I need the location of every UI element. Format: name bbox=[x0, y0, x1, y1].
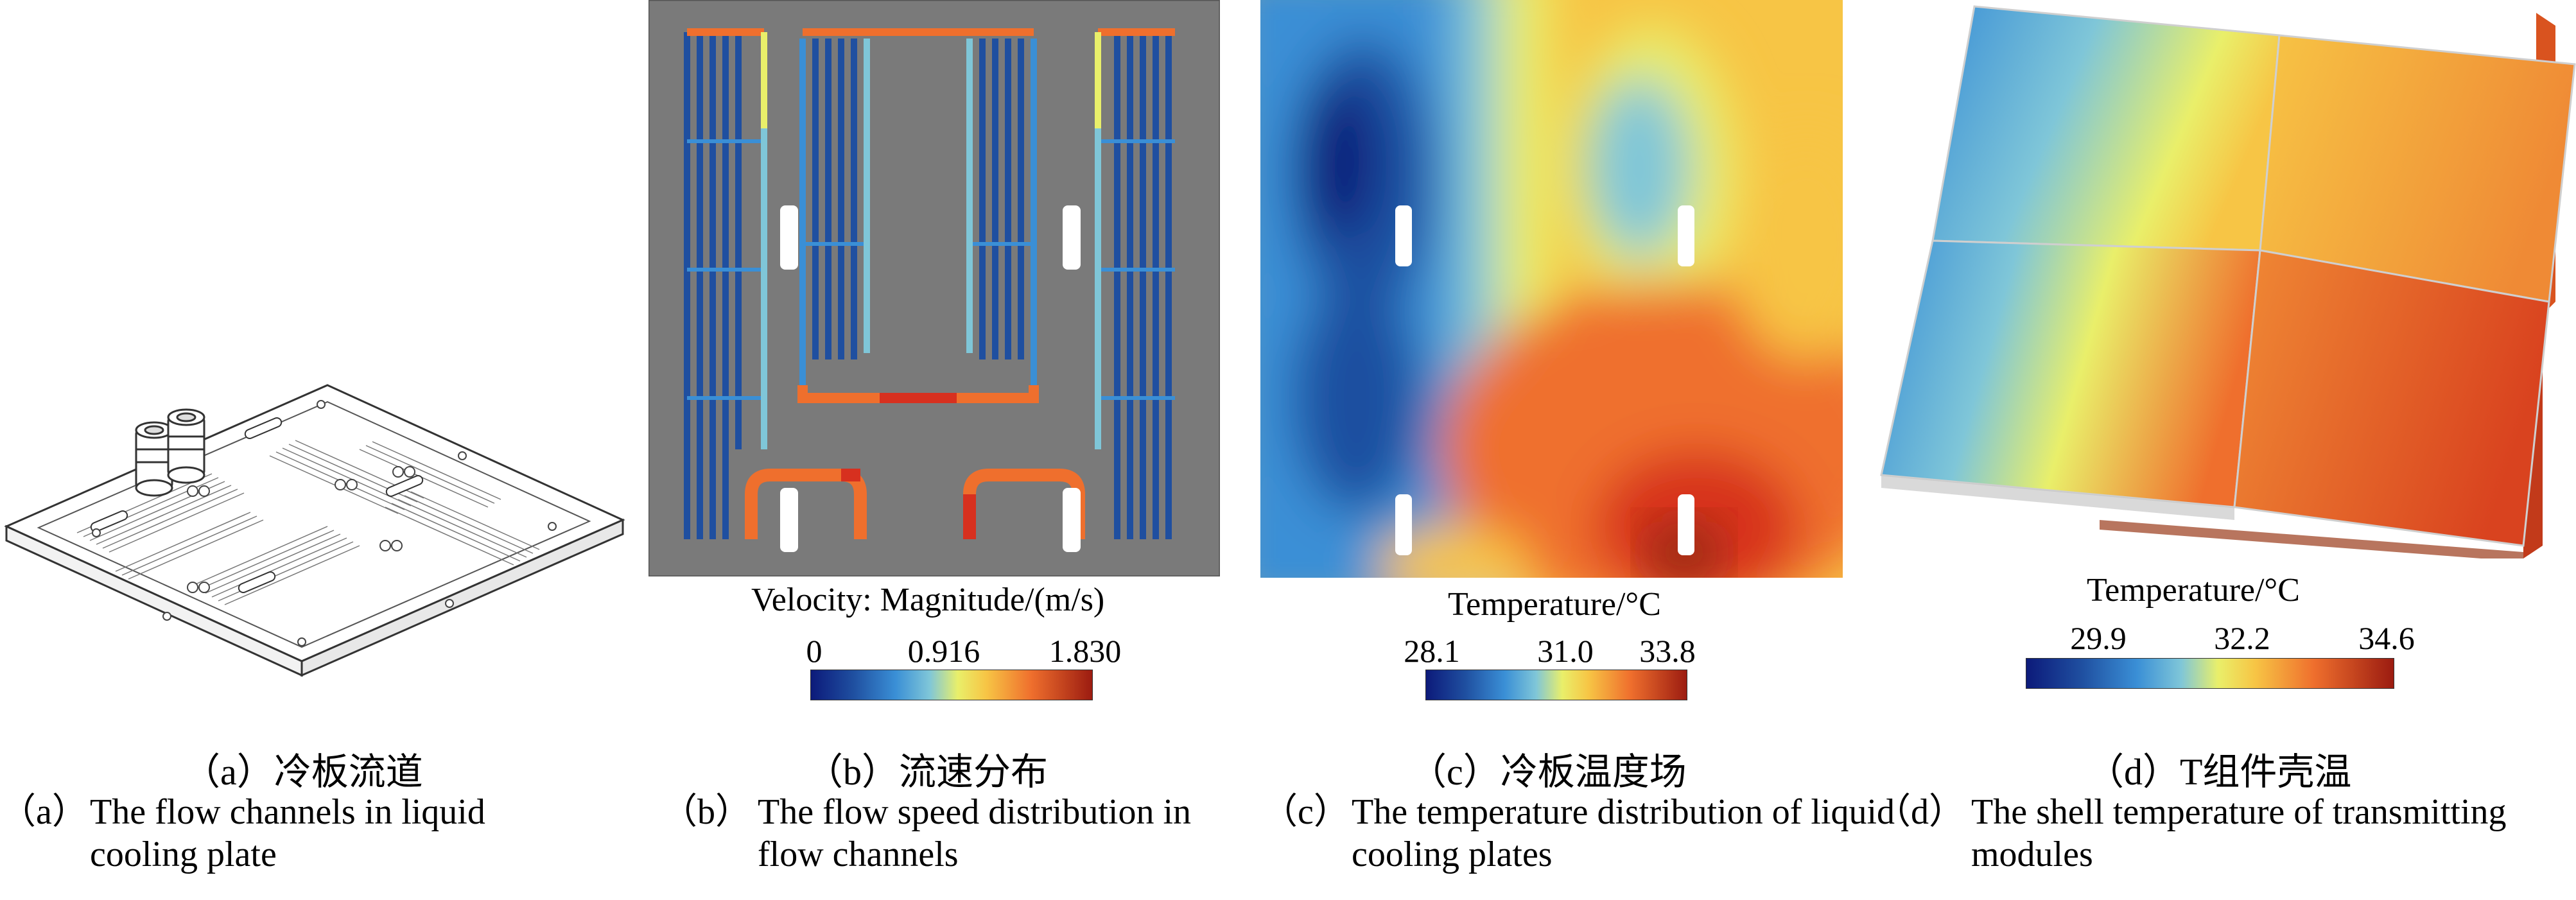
legend-title-b: Velocity: Magnitude/(m/s) bbox=[751, 582, 1105, 618]
legend-title-d: Temperature/°C bbox=[2087, 572, 2300, 609]
caption-en-label-b: （b） bbox=[661, 792, 751, 832]
cooling-plate-temperature-map bbox=[1260, 0, 1843, 578]
caption-en-text-d: The shell temperature of transmitting mo… bbox=[1971, 792, 2507, 874]
tick-d-min: 29.9 bbox=[2070, 620, 2127, 656]
panel-c: Temperature/°C 28.1 31.0 33.8 （c）冷板温度场 （… bbox=[1258, 0, 1901, 900]
caption-cn-b: （b）流速分布 bbox=[806, 751, 1049, 793]
tick-d-max: 34.6 bbox=[2358, 620, 2415, 656]
caption-en-label-a: （a） bbox=[0, 792, 88, 832]
colorbar-b bbox=[810, 670, 1093, 700]
cooling-plate-drawing bbox=[4, 384, 625, 677]
panel-d: Temperature/°C 29.9 32.2 34.6 （d）T组件壳温 （… bbox=[1875, 0, 2576, 900]
tick-b-max: 1.830 bbox=[1049, 633, 1122, 669]
colorbar-c bbox=[1425, 670, 1687, 700]
shell-temperature-map bbox=[1880, 5, 2576, 558]
caption-cn-d: （d）T组件壳温 bbox=[2087, 751, 2352, 793]
panel-a: （a）冷板流道 （a） The flow channels in liquid … bbox=[0, 0, 642, 900]
caption-en-d: （d） The shell temperature of transmittin… bbox=[1875, 791, 2576, 881]
caption-en-b: （b） The flow speed distribution in flow … bbox=[661, 791, 1265, 881]
caption-en-text-a: The flow channels in liquid cooling plat… bbox=[90, 792, 485, 874]
caption-en-label-d: （d） bbox=[1875, 792, 1965, 832]
tick-c-mid: 31.0 bbox=[1537, 633, 1594, 669]
flow-speed-map bbox=[648, 0, 1220, 576]
colorbar-d bbox=[2026, 658, 2394, 689]
caption-en-text-b: The flow speed distribution in flow chan… bbox=[758, 792, 1192, 874]
legend-title-c: Temperature/°C bbox=[1448, 586, 1661, 623]
caption-cn-c: （c）冷板温度场 bbox=[1409, 751, 1687, 793]
tick-d-mid: 32.2 bbox=[2214, 620, 2270, 656]
panel-b: Velocity: Magnitude/(m/s) 0 0.916 1.830 … bbox=[642, 0, 1271, 900]
tick-b-mid: 0.916 bbox=[907, 633, 980, 669]
tick-b-min: 0 bbox=[806, 633, 822, 669]
caption-en-text-c: The temperature distribution of liquid c… bbox=[1352, 792, 1895, 874]
tick-c-min: 28.1 bbox=[1404, 633, 1460, 669]
caption-cn-a: （a）冷板流道 bbox=[183, 751, 423, 793]
caption-en-c: （c） The temperature distribution of liqu… bbox=[1262, 791, 1897, 881]
caption-en-label-c: （c） bbox=[1262, 792, 1350, 832]
caption-en-a: （a） The flow channels in liquid cooling … bbox=[0, 791, 642, 881]
tick-c-max: 33.8 bbox=[1639, 633, 1696, 669]
